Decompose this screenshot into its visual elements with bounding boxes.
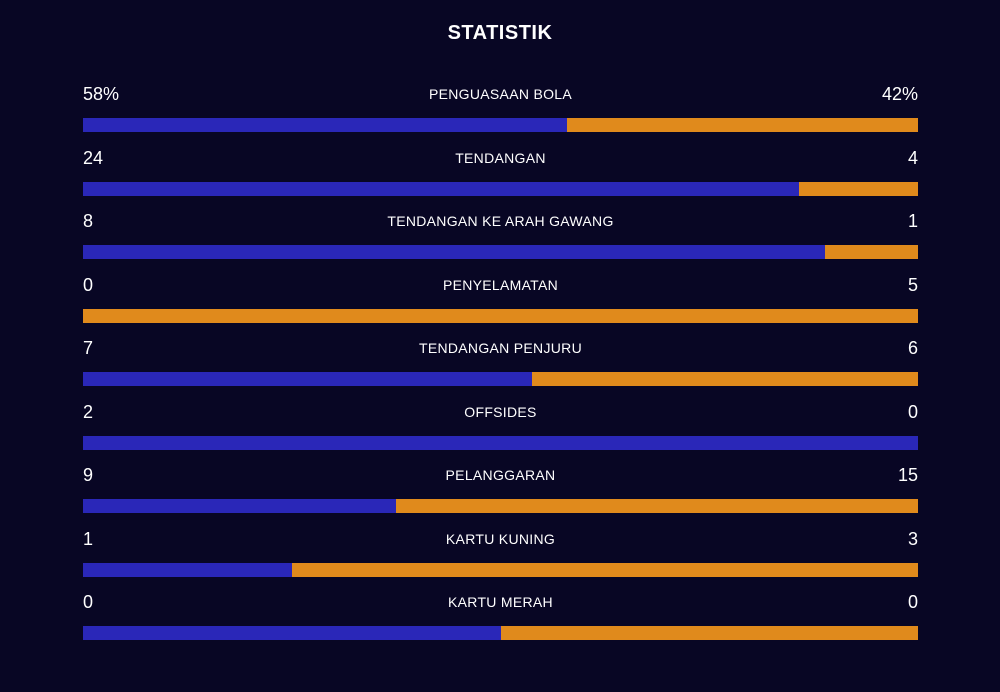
stat-row-header: 0 PENYELAMATAN 5 [83, 269, 918, 309]
home-value: 8 [83, 211, 94, 231]
stat-label: KARTU MERAH [448, 594, 553, 610]
stat-row-header: 2 OFFSIDES 0 [83, 396, 918, 436]
comparison-bar [83, 626, 918, 640]
home-bar-segment [83, 562, 292, 577]
away-value: 3 [907, 528, 918, 549]
comparison-bar [83, 118, 918, 132]
stat-row-fouls: 9 PELANGGARAN 15 [83, 459, 918, 523]
home-value: 0 [83, 592, 94, 612]
away-bar-segment [500, 626, 918, 640]
home-bar-segment [83, 372, 533, 386]
stat-row-shots-on-target: 8 TENDANGAN KE ARAH GAWANG 1 [83, 205, 918, 269]
stats-list: 58% PENGUASAAN BOLA 42% 24 TENDANGAN 4 8… [83, 78, 918, 650]
stat-label: PELANGGARAN [445, 467, 556, 483]
away-value: 1 [907, 211, 918, 231]
away-value: 15 [897, 465, 918, 485]
comparison-bar [83, 245, 918, 259]
stat-row-header: 9 PELANGGARAN 15 [83, 459, 918, 499]
home-value: 58% [83, 84, 120, 104]
stat-label: TENDANGAN KE ARAH GAWANG [387, 213, 614, 229]
home-bar-segment [83, 626, 501, 640]
home-value: 1 [83, 528, 94, 549]
stat-row-yellow-cards: 1 KARTU KUNING 3 [83, 523, 918, 587]
stat-row-corners: 7 TENDANGAN PENJURU 6 [83, 332, 918, 396]
away-bar-segment [291, 562, 918, 577]
comparison-bar [83, 372, 918, 386]
stat-row-header: 24 TENDANGAN 4 [83, 142, 918, 182]
away-bar-segment [825, 245, 918, 259]
away-bar-segment [798, 181, 918, 196]
home-bar-segment [83, 245, 826, 259]
away-value: 4 [907, 147, 918, 168]
away-bar-segment [83, 308, 918, 323]
away-bar-segment [567, 118, 918, 132]
away-value: 5 [907, 274, 918, 295]
home-value: 7 [83, 338, 94, 358]
home-bar-segment [83, 499, 397, 513]
home-bar-segment [83, 435, 918, 450]
stat-row-offsides: 2 OFFSIDES 0 [83, 396, 918, 460]
stat-label: PENGUASAAN BOLA [429, 86, 572, 102]
stat-label: PENYELAMATAN [442, 276, 559, 293]
stats-title: STATISTIK [447, 22, 553, 44]
home-bar-segment [83, 181, 799, 196]
away-value: 0 [907, 592, 918, 612]
home-bar-segment [83, 118, 568, 132]
stat-row-header: 58% PENGUASAAN BOLA 42% [83, 78, 918, 118]
comparison-bar [83, 308, 918, 323]
stat-row-header: 8 TENDANGAN KE ARAH GAWANG 1 [83, 205, 918, 245]
comparison-bar [83, 435, 918, 450]
away-bar-segment [396, 499, 918, 513]
home-value: 0 [83, 274, 94, 295]
comparison-bar [83, 181, 918, 196]
stat-row-shots: 24 TENDANGAN 4 [83, 142, 918, 206]
home-value: 24 [83, 147, 104, 168]
stat-label: KARTU KUNING [445, 530, 556, 547]
away-bar-segment [532, 372, 918, 386]
away-value: 6 [907, 338, 918, 358]
away-value: 42% [881, 84, 918, 104]
comparison-bar [83, 499, 918, 513]
stat-row-red-cards: 0 KARTU MERAH 0 [83, 586, 918, 650]
stat-row-header: 1 KARTU KUNING 3 [83, 523, 918, 563]
comparison-bar [83, 562, 918, 577]
away-value: 0 [907, 401, 918, 422]
stat-label: TENDANGAN PENJURU [418, 340, 582, 356]
home-value: 2 [83, 401, 94, 422]
stat-row-possession: 58% PENGUASAAN BOLA 42% [83, 78, 918, 142]
stat-row-header: 7 TENDANGAN PENJURU 6 [83, 332, 918, 372]
stat-label: OFFSIDES [464, 403, 537, 420]
stat-label: TENDANGAN [455, 149, 546, 166]
stat-row-header: 0 KARTU MERAH 0 [83, 586, 918, 626]
stat-row-saves: 0 PENYELAMATAN 5 [83, 269, 918, 333]
home-value: 9 [83, 465, 94, 485]
